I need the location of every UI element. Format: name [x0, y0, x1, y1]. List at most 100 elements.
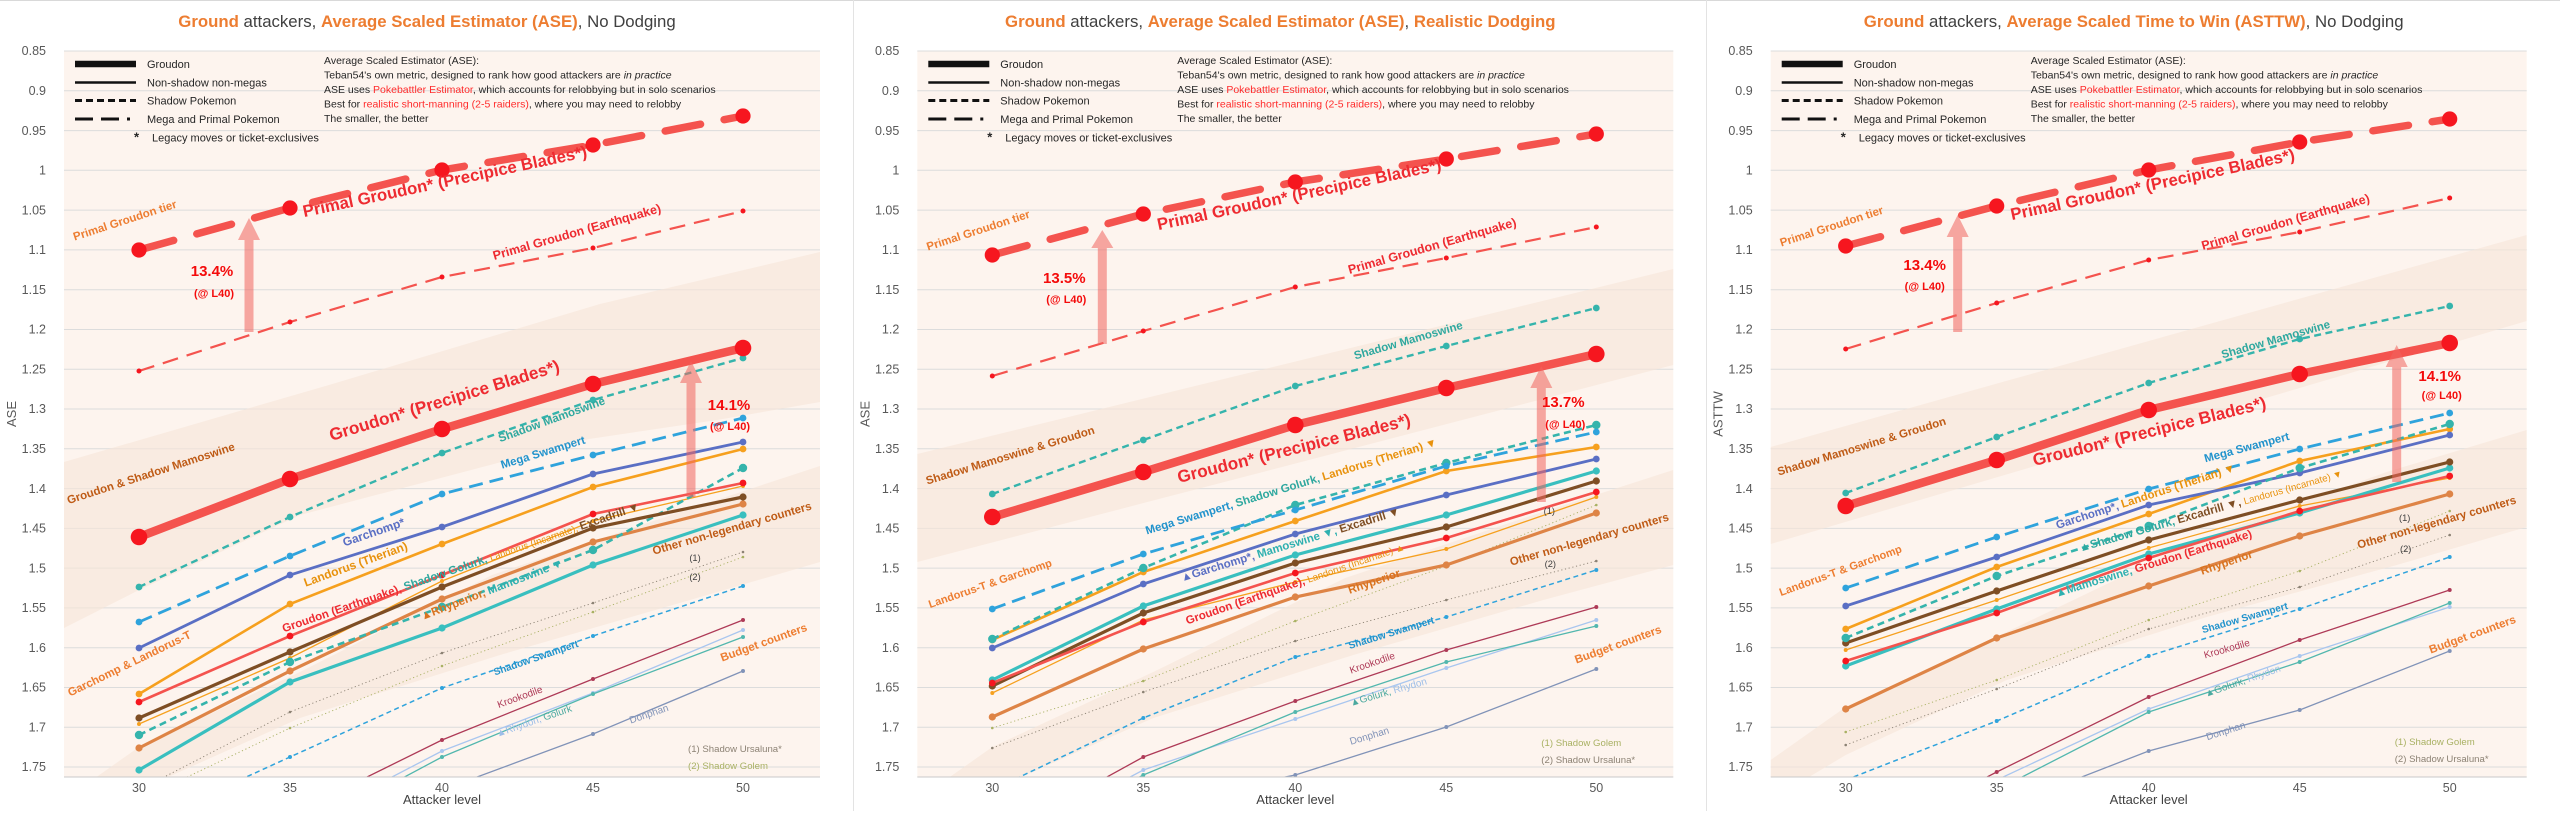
svg-text:1.3: 1.3 — [29, 402, 46, 416]
svg-text:1.7: 1.7 — [29, 721, 46, 735]
svg-text:1.25: 1.25 — [22, 362, 46, 376]
svg-text:Ground attackers, Average Scal: Ground attackers, Average Scaled Estimat… — [178, 12, 675, 31]
svg-text:ASTTW: ASTTW — [1711, 391, 1726, 437]
svg-text:Groudon: Groudon — [147, 59, 190, 71]
svg-text:1.4: 1.4 — [1735, 482, 1752, 496]
svg-text:Non-shadow non-megas: Non-shadow non-megas — [1000, 78, 1120, 90]
svg-text:(2) Shadow Ursaluna*: (2) Shadow Ursaluna* — [1541, 755, 1635, 766]
svg-text:35: 35 — [1990, 781, 2004, 795]
svg-text:(1) Shadow Ursaluna*: (1) Shadow Ursaluna* — [688, 744, 782, 755]
svg-text:1: 1 — [1746, 164, 1753, 178]
svg-text:(1): (1) — [689, 553, 700, 563]
svg-text:(1): (1) — [2399, 513, 2410, 523]
svg-text:45: 45 — [2293, 781, 2307, 795]
svg-text:0.9: 0.9 — [882, 84, 899, 98]
svg-text:Average Scaled Estimator (ASE): Average Scaled Estimator (ASE): — [324, 55, 479, 67]
svg-text:Legacy moves or ticket-exclusi: Legacy moves or ticket-exclusives — [152, 133, 319, 145]
svg-text:1.05: 1.05 — [875, 203, 899, 217]
svg-text:1: 1 — [892, 164, 899, 178]
svg-text:Groudon: Groudon — [1854, 59, 1897, 71]
svg-text:14.1%: 14.1% — [2418, 368, 2461, 385]
svg-text:13.7%: 13.7% — [1542, 394, 1585, 411]
svg-text:(2) Shadow Ursaluna*: (2) Shadow Ursaluna* — [2395, 754, 2489, 765]
svg-text:ASE uses Pokebattler Estimator: ASE uses Pokebattler Estimator, which ac… — [1177, 84, 1569, 96]
svg-text:The smaller, the better: The smaller, the better — [324, 113, 429, 125]
svg-text:(2): (2) — [689, 572, 700, 582]
svg-text:50: 50 — [736, 781, 750, 795]
svg-text:1.65: 1.65 — [875, 681, 899, 695]
svg-text:1.05: 1.05 — [1728, 203, 1752, 217]
svg-text:(2): (2) — [1545, 559, 1556, 569]
svg-text:0.85: 0.85 — [875, 44, 899, 58]
svg-text:50: 50 — [1589, 781, 1603, 795]
svg-text:*: * — [1841, 130, 1847, 145]
svg-text:Legacy moves or ticket-exclusi: Legacy moves or ticket-exclusives — [1005, 133, 1172, 145]
svg-text:*: * — [987, 130, 993, 145]
svg-text:The smaller, the better: The smaller, the better — [2031, 113, 2136, 125]
svg-text:1.1: 1.1 — [29, 243, 46, 257]
svg-text:35: 35 — [283, 781, 297, 795]
svg-text:(1) Shadow Golem: (1) Shadow Golem — [2395, 737, 2475, 748]
svg-text:1.2: 1.2 — [882, 323, 899, 337]
svg-text:Shadow Pokemon: Shadow Pokemon — [1000, 96, 1089, 108]
svg-text:1.55: 1.55 — [875, 601, 899, 615]
svg-text:40: 40 — [1288, 781, 1302, 795]
svg-text:13.4%: 13.4% — [1903, 257, 1946, 274]
svg-text:1.55: 1.55 — [22, 601, 46, 615]
svg-text:1.15: 1.15 — [22, 283, 46, 297]
svg-text:1.5: 1.5 — [882, 561, 899, 575]
svg-text:Teban54's own metric, designed: Teban54's own metric, designed to rank h… — [1177, 70, 1525, 82]
svg-text:1.25: 1.25 — [1728, 362, 1752, 376]
svg-text:Attacker level: Attacker level — [403, 792, 481, 807]
svg-text:0.85: 0.85 — [1728, 44, 1752, 58]
svg-text:(1) Shadow Golem: (1) Shadow Golem — [1541, 738, 1621, 749]
svg-text:30: 30 — [1839, 781, 1853, 795]
svg-text:0.85: 0.85 — [22, 44, 46, 58]
svg-text:1.75: 1.75 — [1728, 760, 1752, 774]
svg-text:1.35: 1.35 — [1728, 442, 1752, 456]
svg-text:1.55: 1.55 — [1728, 601, 1752, 615]
svg-text:The smaller, the better: The smaller, the better — [1177, 113, 1282, 125]
svg-text:1.05: 1.05 — [22, 203, 46, 217]
svg-text:1.35: 1.35 — [875, 442, 899, 456]
svg-text:1.15: 1.15 — [1728, 283, 1752, 297]
svg-text:Non-shadow non-megas: Non-shadow non-megas — [1854, 78, 1974, 90]
svg-text:Best for realistic short-manni: Best for realistic short-manning (2-5 ra… — [1177, 99, 1535, 111]
svg-text:1.6: 1.6 — [1735, 641, 1752, 655]
svg-text:(@ L40): (@ L40) — [2422, 390, 2462, 402]
svg-text:1: 1 — [39, 164, 46, 178]
svg-text:1.1: 1.1 — [882, 243, 899, 257]
svg-text:(1): (1) — [1544, 506, 1555, 516]
svg-text:1.6: 1.6 — [882, 641, 899, 655]
svg-text:*: * — [134, 130, 140, 145]
svg-text:30: 30 — [132, 781, 146, 795]
svg-text:1.65: 1.65 — [22, 681, 46, 695]
svg-text:40: 40 — [435, 781, 449, 795]
svg-text:1.1: 1.1 — [1735, 243, 1752, 257]
svg-text:1.4: 1.4 — [29, 482, 46, 496]
svg-text:1.45: 1.45 — [1728, 522, 1752, 536]
svg-text:1.65: 1.65 — [1728, 681, 1752, 695]
svg-text:Average Scaled Estimator (ASE): Average Scaled Estimator (ASE): — [2031, 55, 2186, 67]
svg-text:1.3: 1.3 — [1735, 402, 1752, 416]
svg-text:45: 45 — [1439, 781, 1453, 795]
svg-text:Legacy moves or ticket-exclusi: Legacy moves or ticket-exclusives — [1859, 133, 2026, 145]
svg-text:1.15: 1.15 — [875, 283, 899, 297]
svg-text:Ground attackers, Average Scal: Ground attackers, Average Scaled Time to… — [1864, 12, 2404, 31]
svg-text:1.7: 1.7 — [1735, 721, 1752, 735]
svg-text:Mega and Primal Pokemon: Mega and Primal Pokemon — [1854, 114, 1987, 126]
svg-text:0.95: 0.95 — [875, 124, 899, 138]
svg-text:ASE uses Pokebattler Estimator: ASE uses Pokebattler Estimator, which ac… — [324, 84, 716, 96]
svg-text:(2): (2) — [2400, 544, 2411, 554]
svg-text:Average Scaled Estimator (ASE): Average Scaled Estimator (ASE): — [1177, 55, 1332, 67]
svg-text:Mega and Primal Pokemon: Mega and Primal Pokemon — [147, 114, 280, 126]
svg-text:1.2: 1.2 — [1735, 323, 1752, 337]
svg-text:13.4%: 13.4% — [191, 263, 234, 280]
svg-text:(@ L40): (@ L40) — [1046, 294, 1086, 306]
svg-text:ASE uses Pokebattler Estimator: ASE uses Pokebattler Estimator, which ac… — [2031, 84, 2423, 96]
svg-text:(@ L40): (@ L40) — [194, 288, 234, 300]
svg-text:13.5%: 13.5% — [1043, 270, 1086, 287]
svg-text:1.45: 1.45 — [875, 522, 899, 536]
svg-text:1.4: 1.4 — [882, 482, 899, 496]
svg-text:Teban54's own metric, designed: Teban54's own metric, designed to rank h… — [2031, 70, 2379, 82]
